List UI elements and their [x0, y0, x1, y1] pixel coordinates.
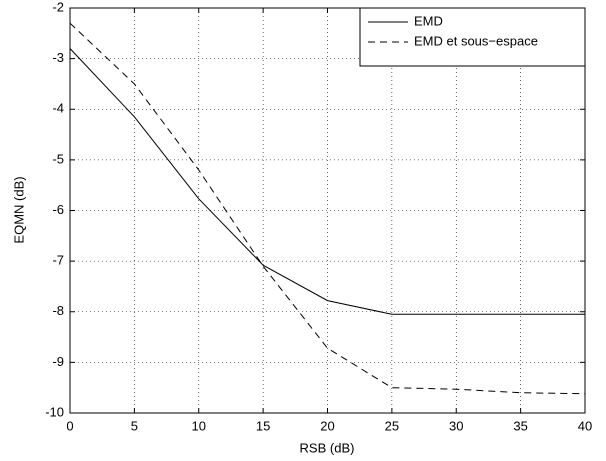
- y-tick-label: -3: [52, 50, 64, 65]
- x-tick-label: 15: [256, 418, 270, 433]
- y-tick-label: -9: [52, 354, 64, 369]
- y-tick-label: -7: [52, 253, 64, 268]
- x-tick-label: 40: [578, 418, 592, 433]
- legend-label: EMD et sous−espace: [414, 33, 538, 48]
- y-tick-label: -8: [52, 303, 64, 318]
- y-tick-label: -5: [52, 151, 64, 166]
- data-line: [69, 22, 586, 395]
- x-axis-label: RSB (dB): [300, 440, 355, 455]
- legend-box: [359, 7, 586, 67]
- x-tick-label: 5: [131, 418, 138, 433]
- x-tick-label: 25: [385, 418, 399, 433]
- y-tick-label: -6: [52, 202, 64, 217]
- x-tick-label: 35: [513, 418, 527, 433]
- y-axis-label: EQMN (dB): [11, 176, 26, 243]
- plot-frame: [69, 7, 586, 414]
- x-tick-label: 30: [449, 418, 463, 433]
- y-tick-label: -10: [45, 404, 64, 419]
- y-tick-label: -2: [52, 0, 64, 14]
- y-tick-label: -4: [52, 101, 64, 116]
- x-tick-label: 20: [320, 418, 334, 433]
- data-line: [69, 48, 585, 315]
- x-tick-label: 10: [192, 418, 206, 433]
- legend-label: EMD: [414, 13, 443, 28]
- x-tick-label: 0: [66, 418, 73, 433]
